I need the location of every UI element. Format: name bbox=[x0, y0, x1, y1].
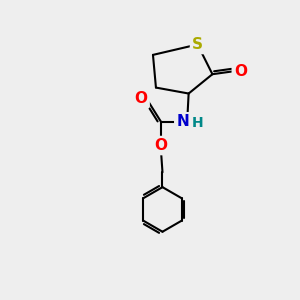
Text: N: N bbox=[176, 114, 189, 129]
Text: O: O bbox=[135, 92, 148, 106]
Text: O: O bbox=[234, 64, 247, 79]
Text: S: S bbox=[192, 37, 203, 52]
Text: O: O bbox=[154, 138, 167, 153]
Text: H: H bbox=[192, 116, 203, 130]
